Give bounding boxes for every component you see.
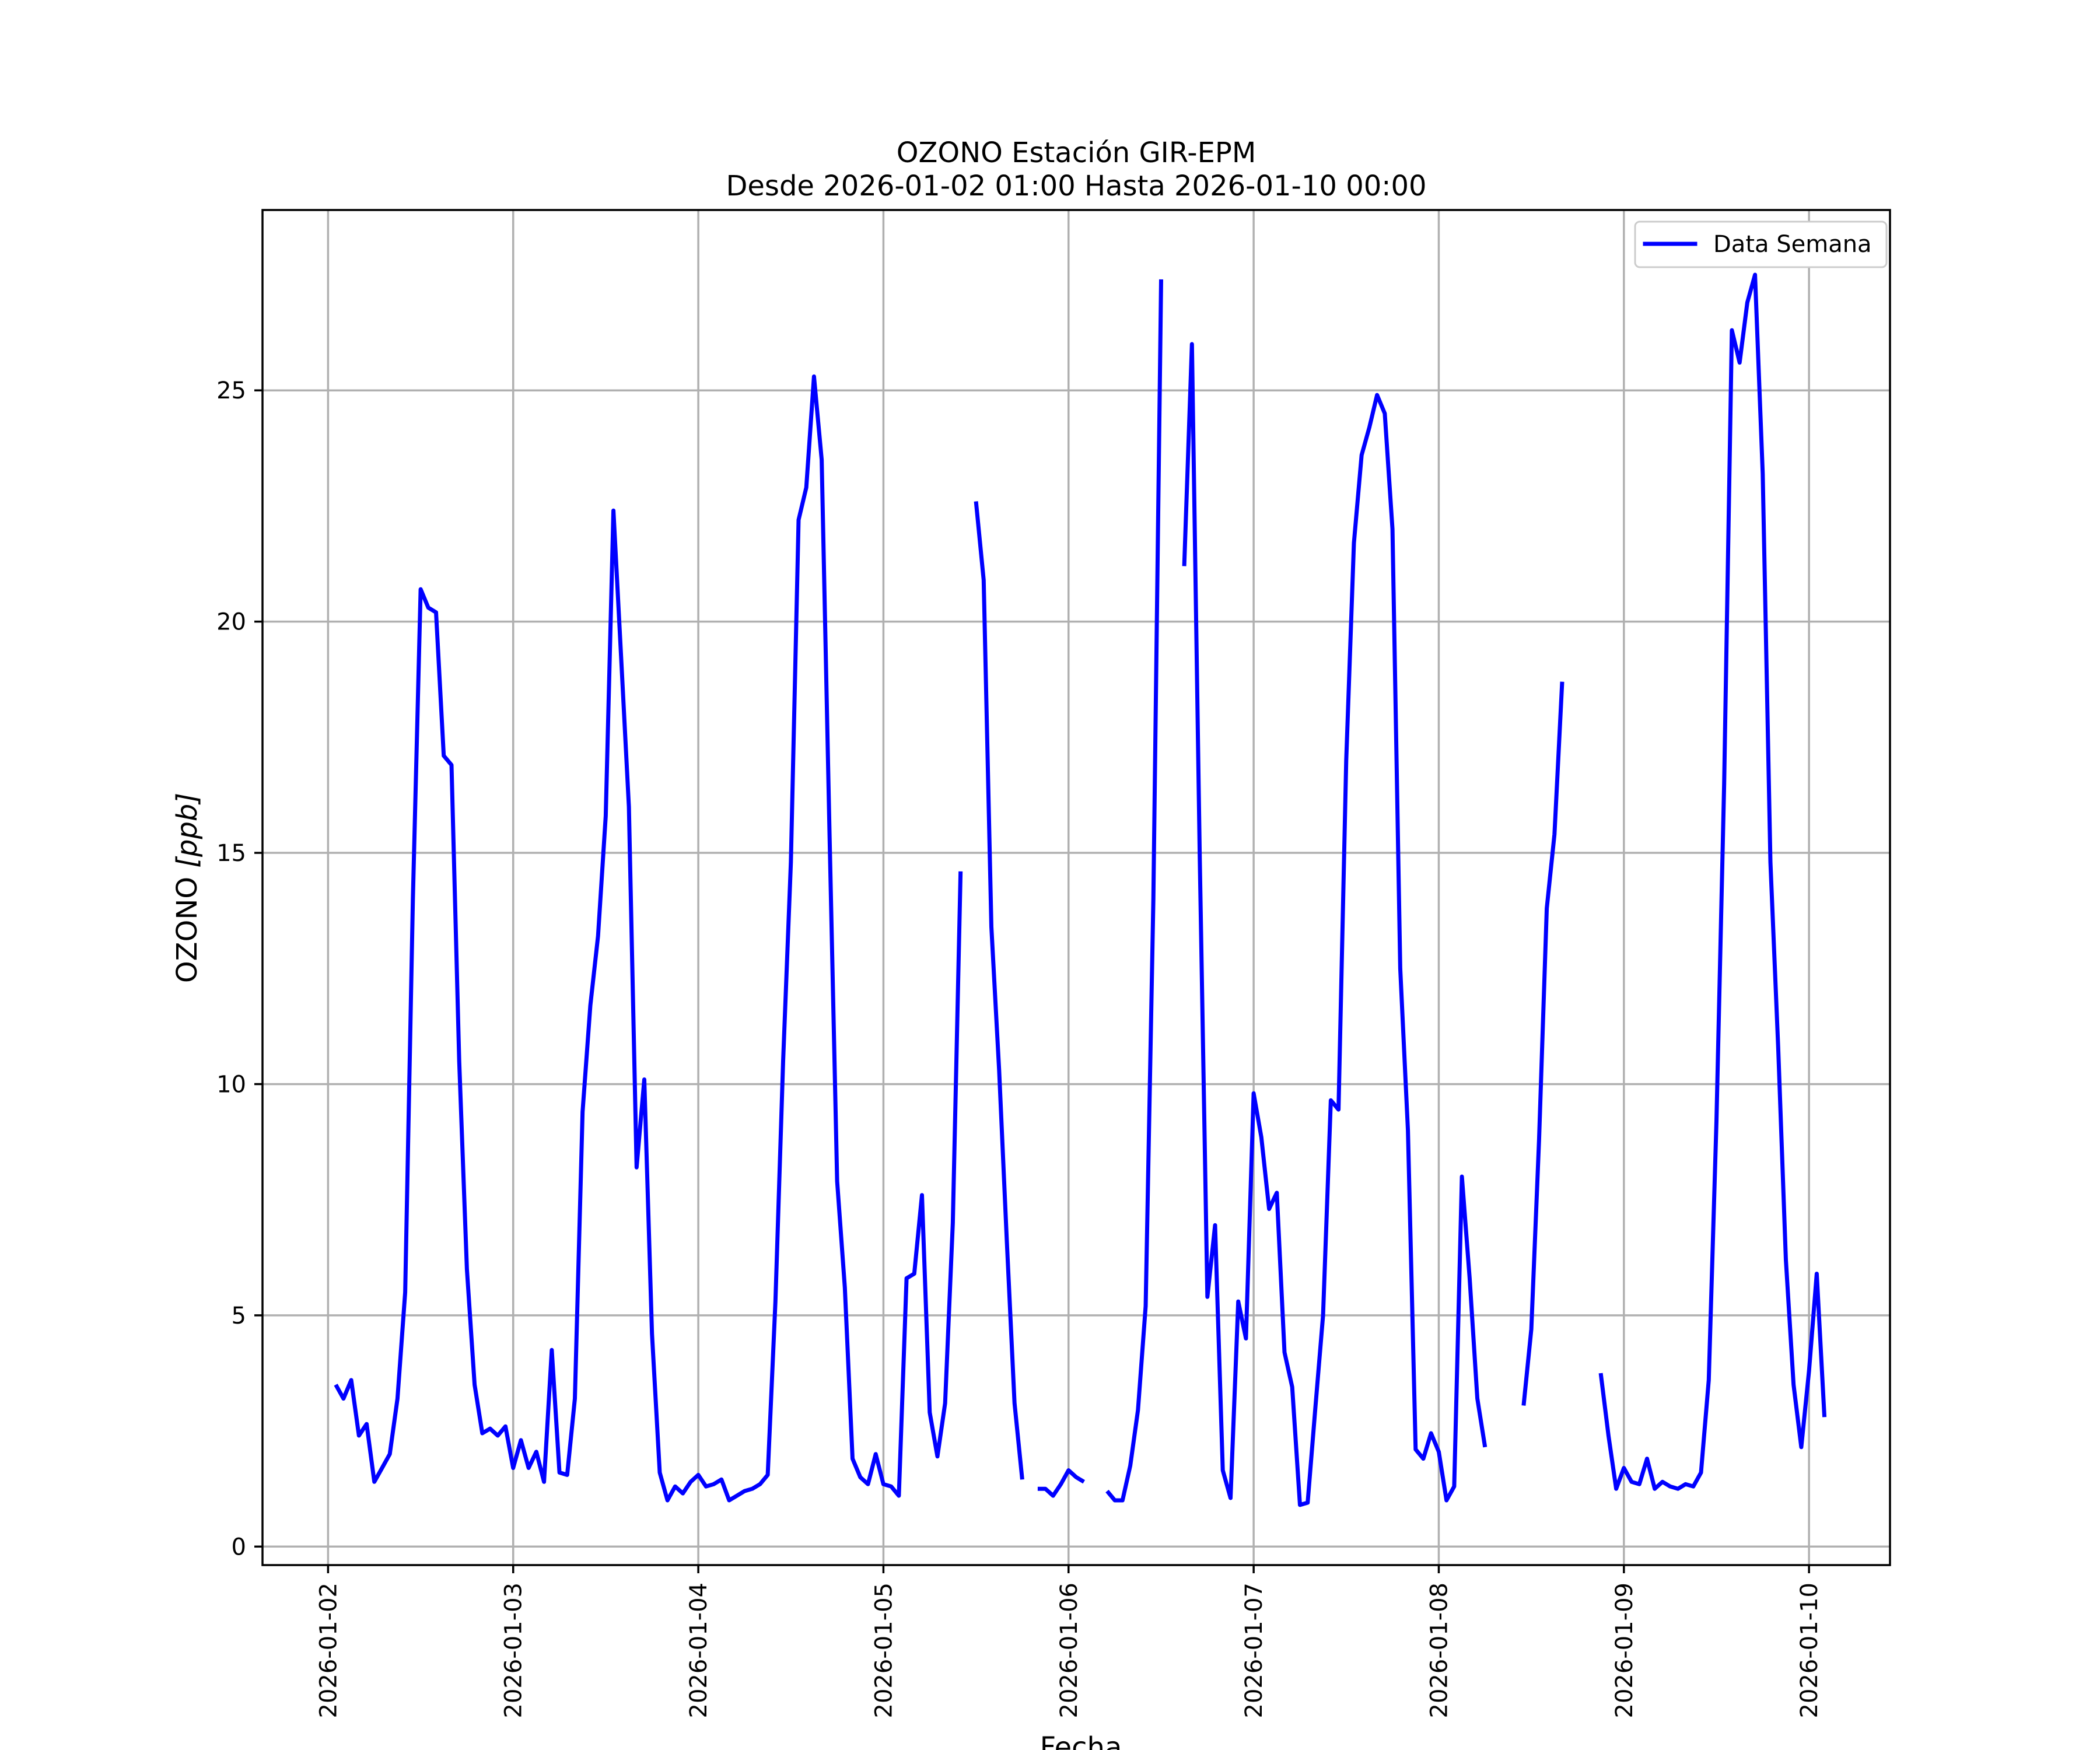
x-tick-label: 2026-01-10: [1796, 1583, 1823, 1718]
y-tick-label: 20: [216, 609, 246, 636]
legend: Data Semana: [1634, 220, 1888, 268]
y-tick-label: 5: [232, 1303, 246, 1329]
legend-label-data-semana: Data Semana: [1713, 231, 1872, 258]
x-tick-label: 2026-01-06: [1056, 1583, 1083, 1718]
grid-layer: [262, 210, 1890, 1565]
x-tick-label: 2026-01-09: [1611, 1583, 1638, 1718]
x-tick-label: 2026-01-07: [1241, 1583, 1268, 1718]
plot-area-frame: [261, 209, 1891, 1566]
x-axis-label: Fecha: [1040, 1731, 1122, 1750]
legend-box: [1634, 220, 1888, 268]
y-axis-label: OZONO [ppb]: [171, 793, 204, 983]
y-tick-label: 15: [216, 840, 246, 867]
x-axis-ticks: 2026-01-02 2026-01-03 2026-01-04 2026-01-05…: [315, 1565, 1823, 1718]
x-tick-label: 2026-01-05: [870, 1583, 897, 1718]
x-tick-label: 2026-01-08: [1426, 1583, 1452, 1718]
chart-subtitle: Desde 2026-01-02 01:00 Hasta 2026-01-10 …: [726, 170, 1426, 202]
y-axis-label-main: OZONO: [171, 868, 204, 983]
x-tick-label: 2026-01-03: [501, 1583, 527, 1718]
y-axis-ticks: 0 5 10 15 20 25: [216, 377, 262, 1560]
x-tick-label: 2026-01-04: [685, 1583, 712, 1718]
x-tick-label: 2026-01-02: [315, 1583, 342, 1718]
series-line-layer: [334, 272, 1827, 1507]
y-axis-label-unit: [ppb]: [171, 793, 204, 868]
y-tick-label: 10: [216, 1071, 246, 1098]
series-line: [334, 272, 1827, 1507]
y-tick-label: 0: [232, 1534, 246, 1560]
chart-title: OZONO Estación GIR-EPM: [897, 136, 1256, 169]
y-tick-label: 25: [216, 377, 246, 404]
